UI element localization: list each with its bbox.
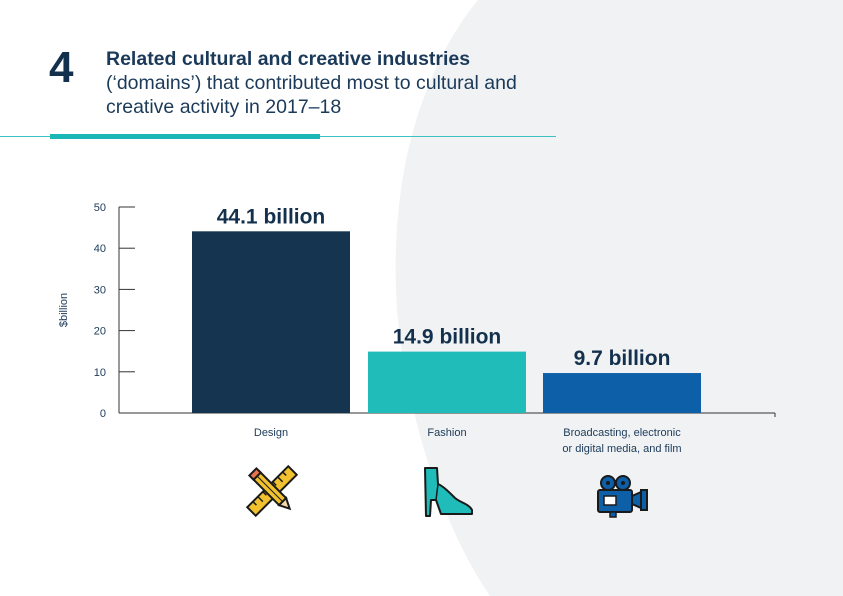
y-tick-label: 0	[100, 408, 106, 420]
category-label-line: or digital media, and film	[562, 443, 682, 455]
category-label: Broadcasting, electronic or digital media…	[532, 425, 712, 457]
y-tick-label: 20	[94, 326, 106, 338]
category-label-line: Broadcasting, electronic	[563, 427, 681, 439]
y-axis-label: $billion	[58, 293, 70, 327]
title-accent-bar	[50, 134, 320, 139]
figure-number: 4	[49, 43, 74, 92]
bar	[368, 351, 526, 413]
video-camera-icon	[597, 475, 648, 518]
category-label-line: Design	[253, 427, 289, 439]
y-tick-label: 10	[94, 367, 106, 379]
data-label: 9.7 billion	[574, 347, 671, 370]
data-label: 14.9 billion	[393, 326, 502, 349]
high-heel-shoe-icon	[424, 467, 473, 517]
bar	[192, 231, 350, 413]
category-label: Design	[181, 425, 361, 441]
category-label: Fashion	[357, 425, 537, 441]
pencil-ruler-icon	[245, 464, 299, 518]
y-tick-label: 30	[94, 284, 106, 296]
bar	[543, 373, 701, 413]
figure-title: Related cultural and creative industries…	[106, 47, 546, 119]
figure-title-bold: Related cultural and creative industries	[106, 48, 471, 70]
y-tick-label: 50	[94, 202, 106, 214]
figure-title-rest: (‘domains’) that contributed most to cul…	[106, 72, 517, 118]
data-label: 44.1 billion	[217, 205, 326, 228]
category-label-line: Fashion	[427, 427, 467, 439]
y-tick-label: 40	[94, 243, 106, 255]
